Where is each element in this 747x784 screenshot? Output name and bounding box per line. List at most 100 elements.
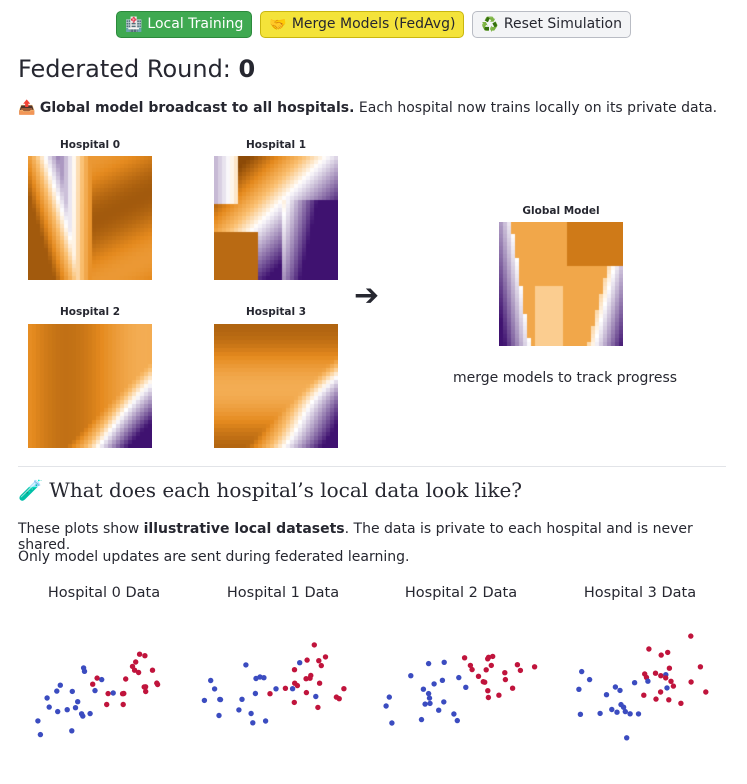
class-a-point (635, 711, 642, 717)
class-b-point (490, 653, 496, 660)
class-a-point (46, 704, 52, 710)
class-b-point (318, 662, 324, 669)
class-a-point (273, 686, 279, 692)
class-a-point (383, 703, 389, 709)
class-b-point (641, 692, 647, 698)
class-b-point (316, 658, 322, 664)
class-b-point (488, 662, 494, 669)
class-b-point (496, 692, 502, 698)
global-model-heatmap (499, 222, 623, 346)
class-b-point (646, 646, 652, 652)
outbox-icon: 📤 (18, 100, 36, 116)
class-b-point (135, 669, 142, 676)
class-b-point (514, 662, 521, 668)
section-paragraph-2: Only model updates are sent during feder… (18, 549, 410, 565)
class-b-point (141, 684, 147, 690)
section-title: What does each hospital’s local data loo… (49, 478, 523, 502)
class-a-point (454, 717, 460, 724)
class-a-point (420, 686, 427, 692)
class-b-point (642, 671, 648, 677)
class-a-point (253, 675, 259, 682)
class-a-point (211, 686, 218, 692)
hospital-2-data-scatter (383, 653, 538, 726)
class-b-point (333, 694, 340, 700)
class-b-point (133, 659, 139, 665)
round-label: Federated Round: (18, 55, 231, 83)
section-paragraph-1: These plots show illustrative local data… (18, 521, 747, 553)
class-a-point (289, 686, 296, 692)
class-b-point (697, 664, 704, 670)
class-b-point (282, 685, 289, 691)
class-a-point (609, 706, 615, 713)
class-b-point (653, 696, 659, 702)
class-a-point (78, 711, 85, 717)
class-a-point (72, 705, 79, 711)
merge-models-button[interactable]: 🤝 Merge Models (FedAvg) (260, 11, 465, 38)
class-b-point (90, 681, 96, 687)
class-b-point (131, 667, 138, 673)
class-a-point (617, 687, 623, 694)
class-b-point (517, 667, 524, 674)
class-b-point (123, 676, 129, 682)
class-a-point (297, 660, 303, 666)
hospital-2-model-heatmap (28, 324, 152, 448)
class-a-point (597, 710, 603, 717)
class-a-point (64, 707, 70, 713)
class-a-point (217, 696, 224, 703)
class-b-point (94, 675, 100, 681)
class-b-point (291, 667, 298, 673)
class-b-point (267, 691, 273, 697)
class-a-point (201, 697, 208, 704)
hospital-3-model-title: Hospital 3 (245, 306, 307, 318)
hospital-0-model-title: Hospital 0 (59, 139, 121, 151)
class-b-point (311, 642, 317, 648)
class-a-point (44, 695, 50, 701)
class-a-point (627, 711, 633, 717)
hospital-0-data-scatter (35, 651, 161, 738)
class-a-point (248, 710, 254, 717)
class-a-point (69, 728, 75, 734)
class-a-point (386, 694, 392, 700)
hospital-3-data-title: Hospital 3 Data (583, 585, 697, 601)
class-b-point (291, 699, 297, 706)
class-b-point (502, 676, 509, 683)
class-b-point (482, 679, 488, 685)
arrow-right-icon: ➔ (354, 278, 380, 313)
local-training-label: Local Training (147, 16, 244, 32)
local-training-button[interactable]: 🏥 Local Training (115, 11, 253, 38)
class-b-point (120, 701, 126, 708)
class-a-point (431, 681, 437, 687)
reset-simulation-button[interactable]: ♻️ Reset Simulation (472, 11, 631, 38)
class-a-point (250, 720, 256, 726)
class-b-point (703, 689, 709, 695)
class-b-point (315, 704, 321, 711)
class-a-point (426, 695, 433, 701)
hospital-2-model-title: Hospital 2 (59, 306, 121, 318)
class-a-point (631, 680, 638, 686)
class-a-point (262, 718, 269, 724)
hospital-2-data-title: Hospital 2 Data (404, 585, 518, 601)
global-model-hint: merge models to track progress (453, 370, 678, 386)
status-lead: Global model broadcast to all hospitals. (39, 100, 355, 116)
class-a-point (436, 707, 442, 713)
hospital-0-model-heatmap (28, 156, 152, 280)
class-a-point (418, 716, 425, 723)
status-rest: Each hospital now trains locally on its … (354, 100, 718, 116)
class-b-point (154, 680, 160, 686)
class-a-point (579, 668, 585, 675)
class-a-point (620, 704, 627, 710)
class-b-point (483, 667, 489, 673)
section-heading: 🧪 What does each hospital’s local data l… (18, 478, 522, 502)
class-b-point (485, 654, 492, 660)
class-a-point (425, 660, 432, 667)
class-b-point (668, 678, 674, 684)
class-a-point (81, 668, 88, 674)
class-a-point (614, 709, 620, 715)
class-a-point (389, 720, 395, 726)
class-a-point (425, 690, 432, 697)
class-b-point (469, 666, 475, 673)
class-b-point (485, 694, 492, 701)
class-a-point (216, 712, 222, 719)
class-a-point (463, 684, 469, 690)
class-b-point (104, 701, 110, 708)
